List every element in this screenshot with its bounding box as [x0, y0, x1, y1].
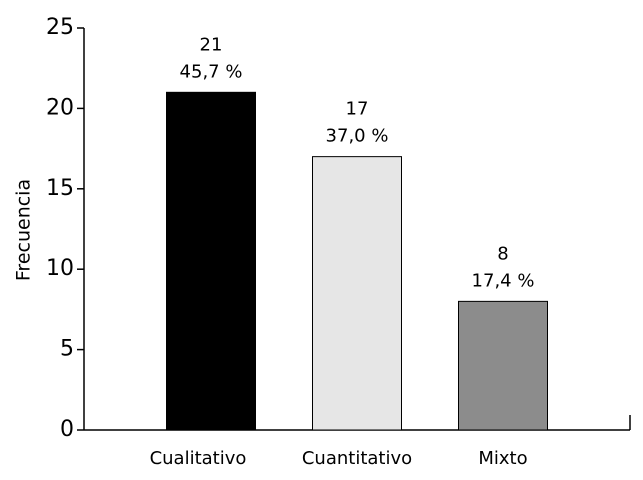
y-tick-label: 15	[46, 176, 74, 201]
bar	[312, 156, 402, 431]
bar	[166, 91, 256, 431]
x-tick-label: Cuantitativo	[302, 448, 412, 469]
y-tick-label: 5	[60, 337, 74, 362]
value-label: 8	[497, 243, 508, 264]
y-tick-label: 20	[46, 95, 74, 120]
y-axis-label: Frecuencia	[13, 179, 35, 281]
share-label: 37,0 %	[326, 126, 389, 147]
share-label: 45,7 %	[180, 61, 243, 82]
x-tick-label: Mixto	[478, 448, 527, 469]
y-tick-label: 10	[46, 256, 74, 281]
x-tick-label: Cualitativo	[150, 448, 247, 469]
y-tick-label: 0	[60, 417, 74, 442]
bar	[458, 300, 548, 431]
value-label: 17	[346, 99, 369, 120]
share-label: 17,4 %	[472, 270, 535, 291]
y-tick-label: 25	[46, 15, 74, 40]
value-label: 21	[200, 34, 223, 55]
